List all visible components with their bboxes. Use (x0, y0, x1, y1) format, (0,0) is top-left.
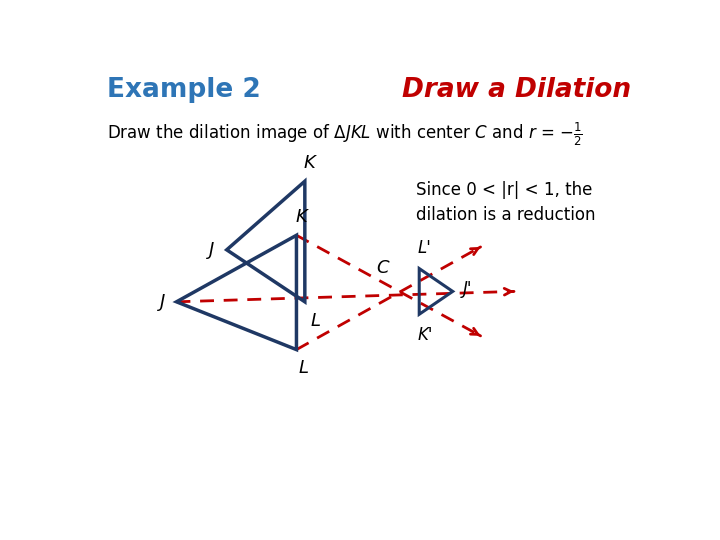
Text: J: J (210, 241, 215, 259)
Text: L: L (311, 312, 321, 330)
Text: L: L (298, 359, 308, 377)
Text: Draw a Dilation: Draw a Dilation (402, 77, 631, 103)
Text: K: K (295, 208, 307, 226)
Text: Example 2: Example 2 (107, 77, 261, 103)
Text: C: C (377, 259, 390, 277)
Text: L': L' (418, 239, 432, 257)
Text: K': K' (417, 326, 433, 344)
Text: J: J (160, 293, 166, 311)
Text: Since 0 < |r| < 1, the
dilation is a reduction: Since 0 < |r| < 1, the dilation is a red… (416, 181, 596, 224)
Text: Draw the dilation image of $\Delta$$\it{JKL}$ with center $\it{C}$ and $\it{r}$ : Draw the dilation image of $\Delta$$\it{… (107, 121, 582, 149)
Text: K: K (303, 154, 315, 172)
Text: J': J' (463, 280, 472, 298)
